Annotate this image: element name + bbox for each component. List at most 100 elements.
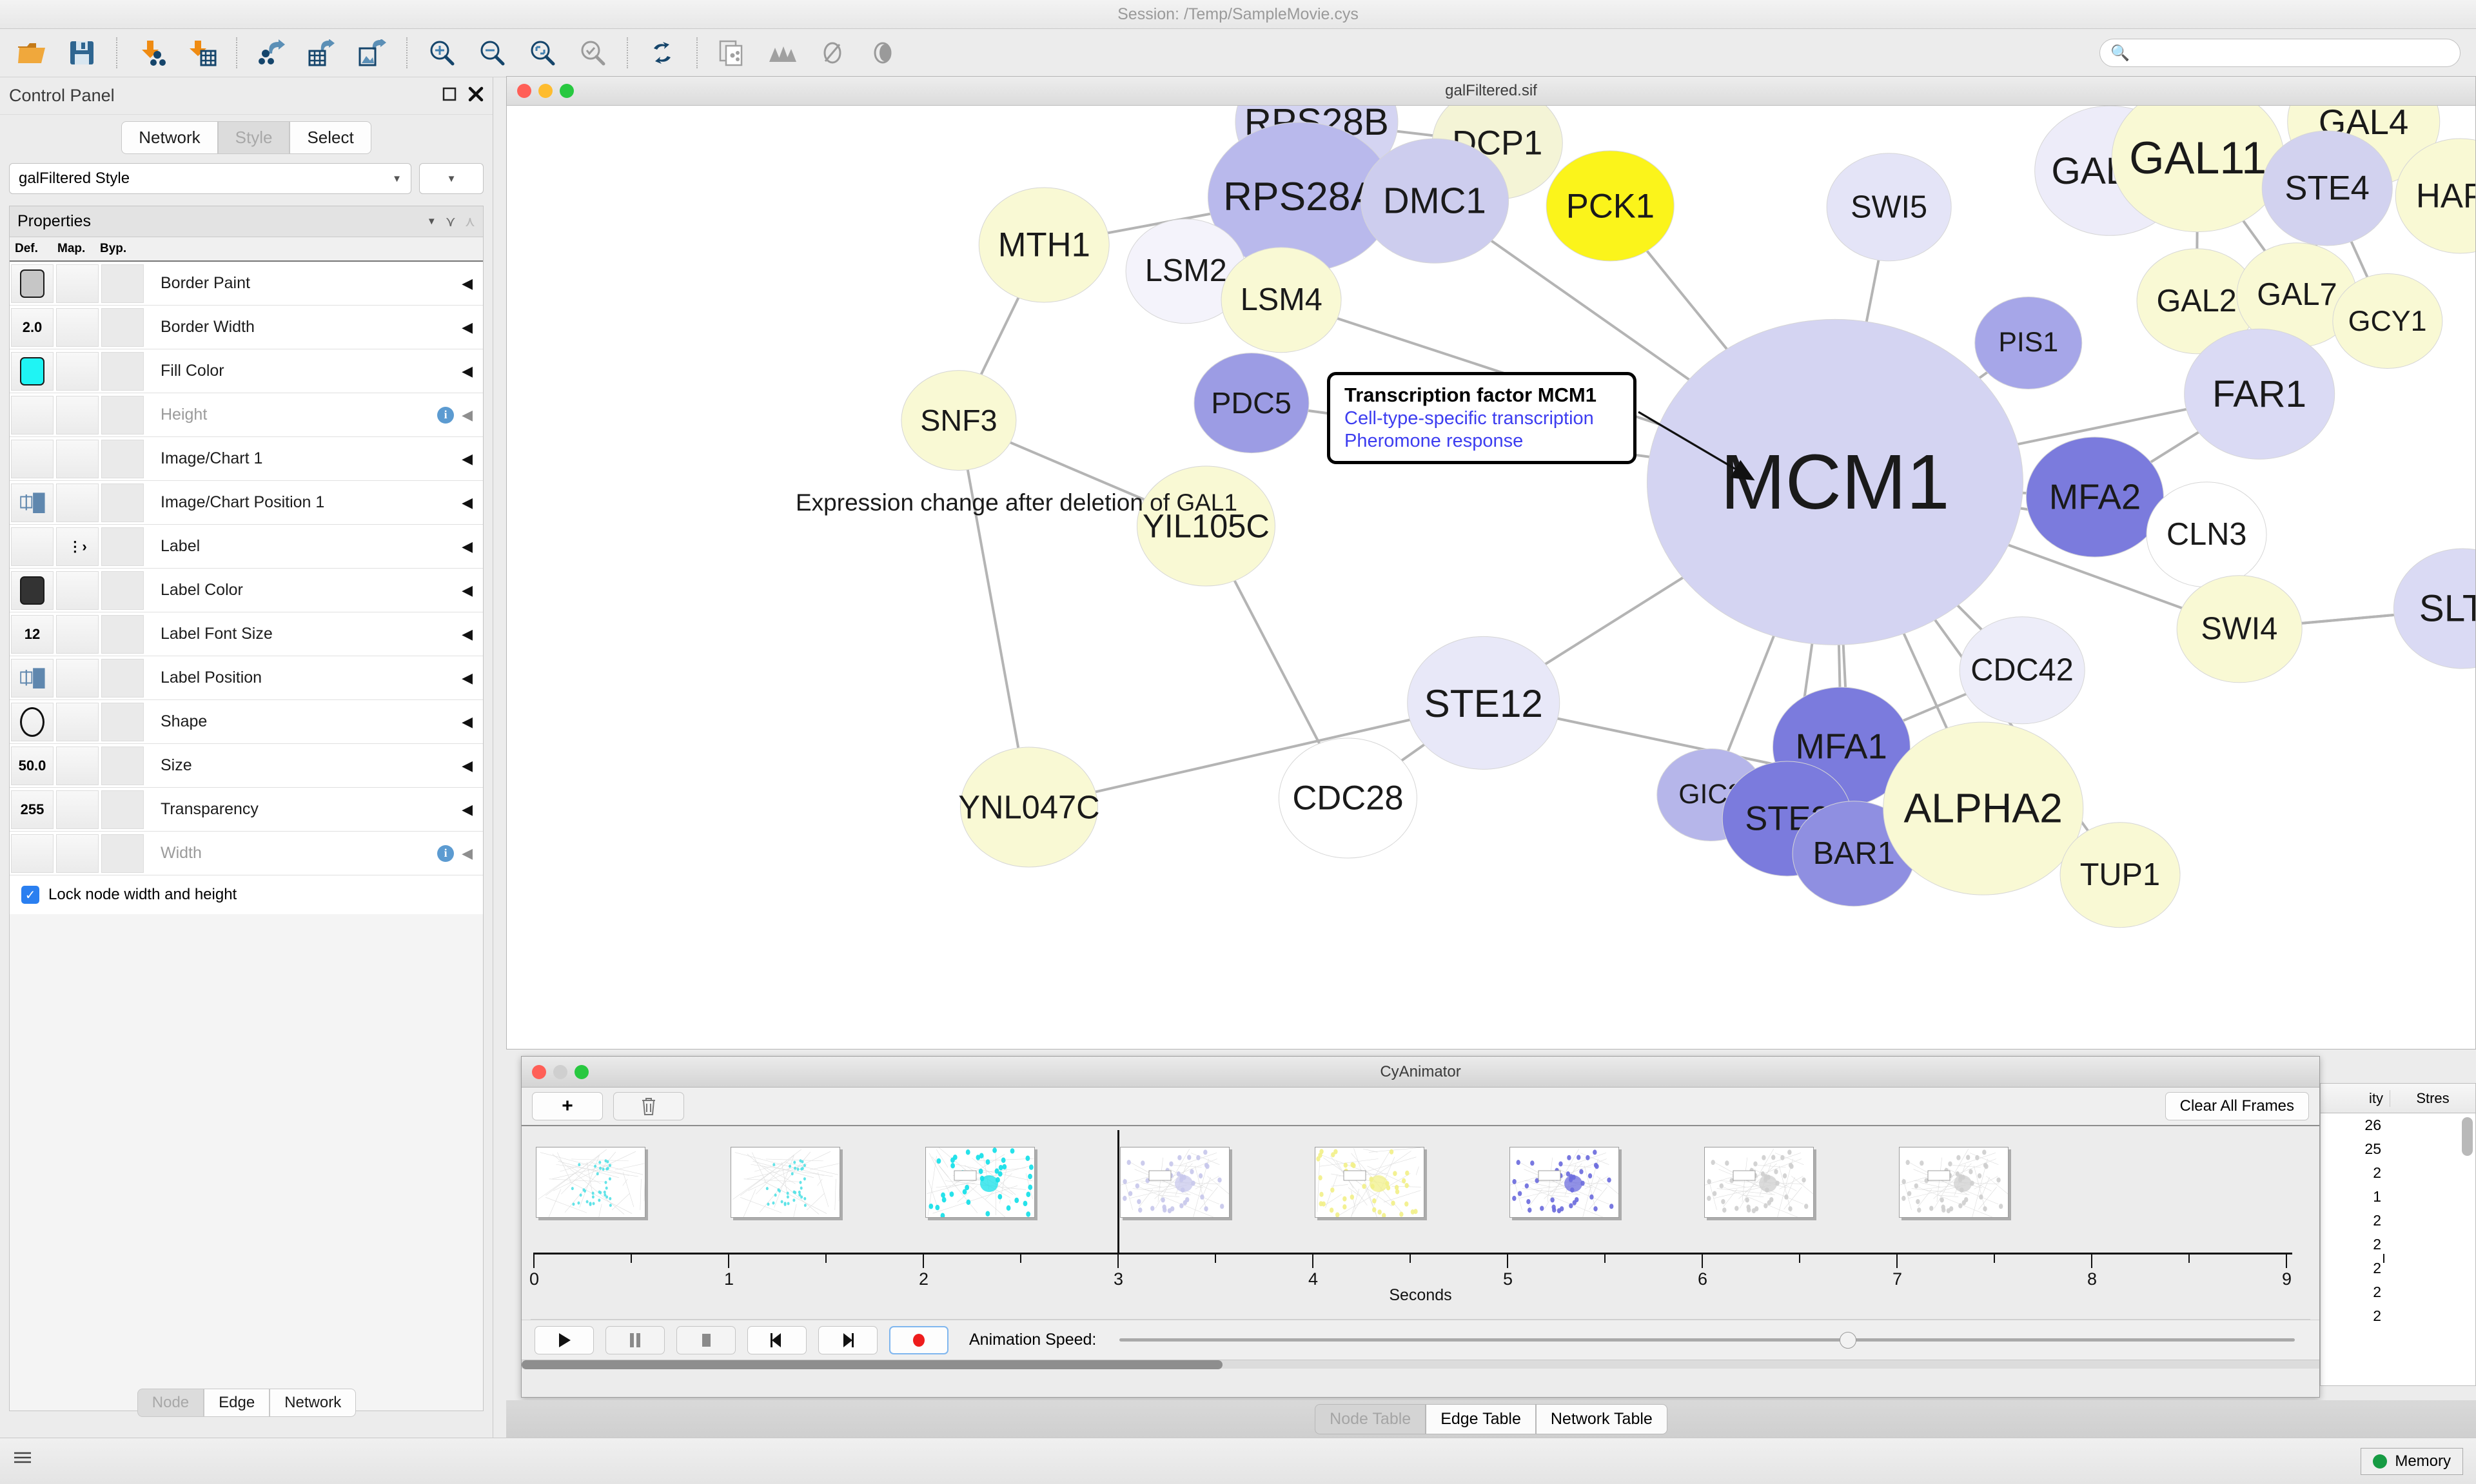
lock-node-size-row[interactable]: ✓ Lock node width and height bbox=[10, 875, 483, 914]
add-frame-button[interactable]: + bbox=[532, 1092, 603, 1120]
expand-arrow-icon[interactable]: ◀ bbox=[462, 581, 473, 598]
property-row[interactable]: 50.0 Size ◀ bbox=[10, 744, 483, 788]
network-node[interactable]: MFA2 bbox=[2025, 436, 2165, 558]
expand-arrow-icon[interactable]: ◀ bbox=[462, 406, 473, 423]
export-network-icon[interactable] bbox=[246, 30, 297, 75]
property-bypass-cell[interactable] bbox=[101, 746, 144, 785]
property-mapping-cell[interactable] bbox=[56, 351, 99, 391]
network-node[interactable]: GAL11 bbox=[2111, 106, 2284, 233]
table-row[interactable]: 26 bbox=[2321, 1113, 2475, 1137]
hide-selected-icon[interactable] bbox=[807, 30, 858, 75]
search-box[interactable]: 🔍 bbox=[2099, 39, 2461, 67]
property-mapping-cell[interactable] bbox=[56, 264, 99, 303]
property-mapping-cell[interactable] bbox=[56, 395, 99, 434]
property-bypass-cell[interactable] bbox=[101, 834, 144, 873]
property-default-cell[interactable]: 50.0 bbox=[11, 746, 54, 785]
property-row[interactable]: 12 Label Font Size ◀ bbox=[10, 612, 483, 656]
expand-arrow-icon[interactable]: ◀ bbox=[462, 450, 473, 467]
property-bypass-cell[interactable] bbox=[101, 702, 144, 741]
property-row[interactable]: Image/Chart 1 ◀ bbox=[10, 437, 483, 481]
timeline-frame[interactable] bbox=[1899, 1147, 2009, 1218]
network-canvas[interactable]: RPS28BDCP1RPS28ADMC1PCK1SWI5GAL80GAL11GA… bbox=[507, 106, 2475, 1049]
property-mapping-cell[interactable] bbox=[56, 571, 99, 610]
collapse-all-icon[interactable]: ⋏ bbox=[464, 213, 475, 229]
property-bypass-cell[interactable] bbox=[101, 658, 144, 698]
annotation-box[interactable]: Transcription factor MCM1 Cell-type-spec… bbox=[1327, 372, 1636, 464]
network-node[interactable]: PDC5 bbox=[1194, 353, 1310, 453]
float-icon[interactable] bbox=[442, 87, 457, 104]
network-node[interactable]: TUP1 bbox=[2059, 822, 2181, 928]
cyanimator-minimize-button[interactable] bbox=[553, 1064, 567, 1079]
record-button[interactable] bbox=[889, 1325, 948, 1354]
new-network-from-selection-icon[interactable] bbox=[707, 30, 757, 75]
tab-style[interactable]: Style bbox=[217, 121, 290, 154]
table-row[interactable]: 2 bbox=[2321, 1233, 2475, 1256]
network-node[interactable]: MCM1 bbox=[1646, 318, 2023, 645]
network-node[interactable]: LSM4 bbox=[1221, 247, 1342, 353]
network-node[interactable]: MTH1 bbox=[979, 187, 1110, 303]
table-row[interactable]: 2 bbox=[2321, 1209, 2475, 1233]
expand-arrow-icon[interactable]: ◀ bbox=[462, 801, 473, 817]
property-bypass-cell[interactable] bbox=[101, 439, 144, 478]
network-node[interactable]: FAR1 bbox=[2184, 329, 2335, 460]
property-mapping-cell[interactable] bbox=[56, 702, 99, 741]
export-table-icon[interactable] bbox=[297, 30, 347, 75]
timeline-frame[interactable] bbox=[1509, 1147, 1619, 1218]
show-all-icon[interactable] bbox=[858, 30, 908, 75]
tab-network-table[interactable]: Network Table bbox=[1535, 1403, 1667, 1434]
network-node[interactable]: STE4 bbox=[2261, 130, 2393, 246]
previous-frame-button[interactable] bbox=[747, 1325, 807, 1354]
property-mapping-cell[interactable] bbox=[56, 834, 99, 873]
property-mapping-cell[interactable]: ⋮› bbox=[56, 527, 99, 566]
pause-button[interactable] bbox=[605, 1325, 665, 1354]
property-default-cell[interactable] bbox=[11, 395, 54, 434]
open-folder-icon[interactable] bbox=[6, 30, 57, 75]
expand-arrow-icon[interactable]: ◀ bbox=[462, 757, 473, 774]
cyanimator-close-button[interactable] bbox=[532, 1064, 546, 1079]
color-swatch[interactable] bbox=[20, 269, 44, 298]
property-default-cell[interactable]: 2.0 bbox=[11, 308, 54, 347]
memory-status-button[interactable]: Memory bbox=[2361, 1447, 2463, 1475]
expand-arrow-icon[interactable]: ◀ bbox=[462, 713, 473, 730]
property-bypass-cell[interactable] bbox=[101, 308, 144, 347]
lock-node-size-checkbox[interactable]: ✓ bbox=[21, 886, 39, 904]
zoom-fit-icon[interactable] bbox=[517, 30, 567, 75]
search-input[interactable] bbox=[2136, 44, 2450, 62]
property-bypass-cell[interactable] bbox=[101, 614, 144, 654]
expand-arrow-icon[interactable]: ◀ bbox=[462, 362, 473, 379]
table-row[interactable]: 2 bbox=[2321, 1304, 2475, 1328]
property-default-cell[interactable] bbox=[11, 834, 54, 873]
close-window-button[interactable] bbox=[517, 84, 531, 98]
clear-all-frames-button[interactable]: Clear All Frames bbox=[2165, 1092, 2309, 1120]
property-row[interactable]: Width i ◀ bbox=[10, 832, 483, 875]
info-icon[interactable]: i bbox=[437, 406, 455, 424]
network-node[interactable]: STE12 bbox=[1407, 636, 1560, 770]
close-icon[interactable] bbox=[468, 86, 484, 105]
property-row[interactable]: Fill Color ◀ bbox=[10, 349, 483, 393]
network-node[interactable]: LSM2 bbox=[1125, 218, 1246, 324]
timeline-frame[interactable] bbox=[1120, 1147, 1230, 1218]
property-default-cell[interactable] bbox=[11, 439, 54, 478]
property-mapping-cell[interactable] bbox=[56, 790, 99, 829]
table-row[interactable]: 2 bbox=[2321, 1280, 2475, 1304]
expand-arrow-icon[interactable]: ◀ bbox=[462, 538, 473, 554]
property-bypass-cell[interactable] bbox=[101, 483, 144, 522]
table-row[interactable]: 25 bbox=[2321, 1137, 2475, 1161]
position-icon[interactable]: ⎅█ bbox=[19, 667, 45, 687]
property-mapping-cell[interactable] bbox=[56, 746, 99, 785]
property-row[interactable]: 2.0 Border Width ◀ bbox=[10, 306, 483, 349]
delete-frame-button[interactable] bbox=[613, 1092, 684, 1120]
network-node[interactable]: PCK1 bbox=[1546, 150, 1675, 262]
zoom-out-icon[interactable] bbox=[467, 30, 517, 75]
property-row[interactable]: ⎅█ Image/Chart Position 1 ◀ bbox=[10, 481, 483, 525]
property-default-cell[interactable]: ⎅█ bbox=[11, 483, 54, 522]
property-default-cell[interactable] bbox=[11, 571, 54, 610]
expand-arrow-icon[interactable]: ◀ bbox=[462, 669, 473, 686]
info-icon[interactable]: i bbox=[437, 845, 455, 862]
slider-knob[interactable] bbox=[1840, 1331, 1857, 1349]
timeline-frame[interactable] bbox=[536, 1147, 645, 1218]
zoom-selected-icon[interactable] bbox=[567, 30, 618, 75]
network-node[interactable]: CLN3 bbox=[2146, 482, 2267, 588]
property-bypass-cell[interactable] bbox=[101, 395, 144, 434]
property-bypass-cell[interactable] bbox=[101, 790, 144, 829]
